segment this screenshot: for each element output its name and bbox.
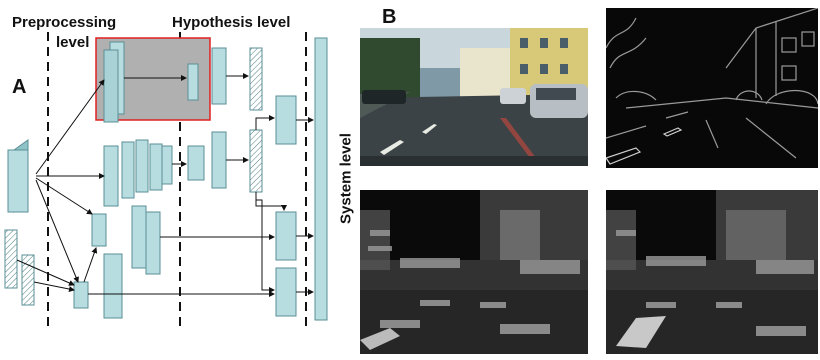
- system-level-label: System level: [337, 133, 355, 224]
- input-block-left-1: [4, 229, 18, 289]
- hyp-block-top-small: [187, 63, 199, 101]
- panel-a-letter: A: [12, 76, 27, 98]
- preproc-stack-top: [103, 41, 125, 123]
- street-photo: [360, 28, 588, 166]
- architecture-diagram: [4, 32, 328, 330]
- hyp-block-mid-hatched: [249, 129, 263, 193]
- preprocessing-line1: Preprocessing: [12, 14, 117, 31]
- hyp-block-mid-small: [187, 145, 205, 181]
- preprocessing-level-label: Preprocessing: [12, 14, 116, 31]
- preproc-bottom-block: [103, 253, 123, 319]
- preproc-small-box: [91, 213, 107, 247]
- hyp-block-top-hatched: [249, 47, 263, 111]
- hypothesis-level-label: Hypothesis level: [172, 14, 291, 31]
- preproc-stack-mid: [103, 139, 173, 207]
- sys-box-1: [275, 95, 297, 145]
- sys-box-2: [275, 211, 297, 261]
- input-block-left-2: [21, 254, 35, 306]
- preproc-bottom-box: [73, 281, 89, 309]
- sys-box-3: [275, 267, 297, 317]
- preprocessing-level-label-2: level: [56, 34, 89, 51]
- preprocessing-line2: level: [56, 34, 90, 51]
- panel-b-letter: B: [382, 6, 397, 28]
- depth-map-right: [606, 190, 818, 354]
- hyp-block-mid: [211, 131, 227, 189]
- system-level-bar: [314, 37, 328, 321]
- preproc-stack-lower: [131, 205, 161, 275]
- hyp-block-top: [211, 47, 227, 105]
- connection-arrows: [16, 73, 314, 297]
- depth-map-left: [360, 190, 588, 354]
- edge-image: [606, 8, 818, 168]
- input-block-top: [7, 139, 29, 213]
